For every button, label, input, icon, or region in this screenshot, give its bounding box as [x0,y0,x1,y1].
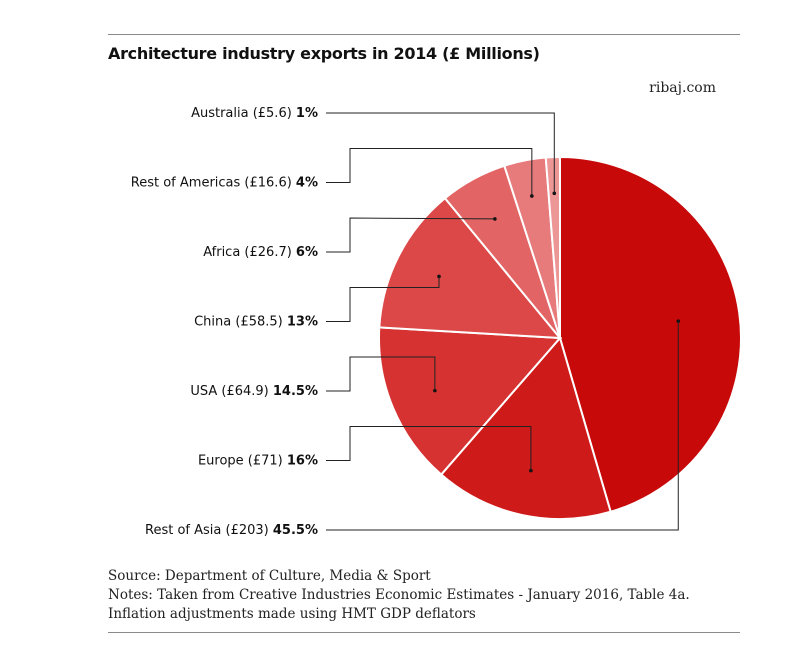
slice-label-africa: Africa (£26.7) 6% [203,245,318,260]
slice-label-rest-of-asia: Rest of Asia (£203) 45.5% [145,523,318,538]
leader-line-europe [326,426,532,471]
footnotes: Source: Department of Culture, Media & S… [108,567,690,624]
leader-line-rest-of-asia [326,321,679,531]
pie-slice-europe [439,335,612,520]
leader-dot-usa [433,388,437,393]
inflation-note: Inflation adjustments made using HMT GDP… [108,606,476,622]
slice-label-usa: USA (£64.9) 14.5% [190,384,318,399]
leader-lines-layer [326,112,681,531]
leader-line-usa [326,356,436,392]
top-divider [108,34,740,35]
slice-label-europe: Europe (£71) 16% [198,454,318,469]
source-credit: ribaj.com [649,80,716,96]
slice-labels-layer: Rest of Asia (£203) 45.5% Europe (£71) 16… [131,106,318,538]
methodology-note: Notes: Taken from Creative Industries Ec… [108,587,690,603]
pie-slice-rest-of-asia [559,155,742,514]
leader-line-australia [326,112,555,194]
slices-layer [378,155,742,520]
slice-label-australia: Australia (£5.6) 1% [191,106,318,121]
leader-line-china [326,276,440,322]
pie-slice-usa [378,326,563,476]
leader-dot-africa [493,217,497,221]
slice-label-china: China (£58.5) 13% [194,315,318,330]
bottom-divider [108,632,740,633]
leader-line-africa [326,217,495,253]
leader-dot-europe [529,468,533,473]
slice-label-rest-of-americas: Rest of Americas (£16.6) 4% [131,176,318,191]
pie-slice-china [378,196,563,340]
chart-title: Architecture industry exports in 2014 (£… [108,44,540,63]
pie-slice-australia [544,155,561,339]
leader-line-rest-of-americas [326,148,533,196]
source-note: Source: Department of Culture, Media & S… [108,568,431,584]
